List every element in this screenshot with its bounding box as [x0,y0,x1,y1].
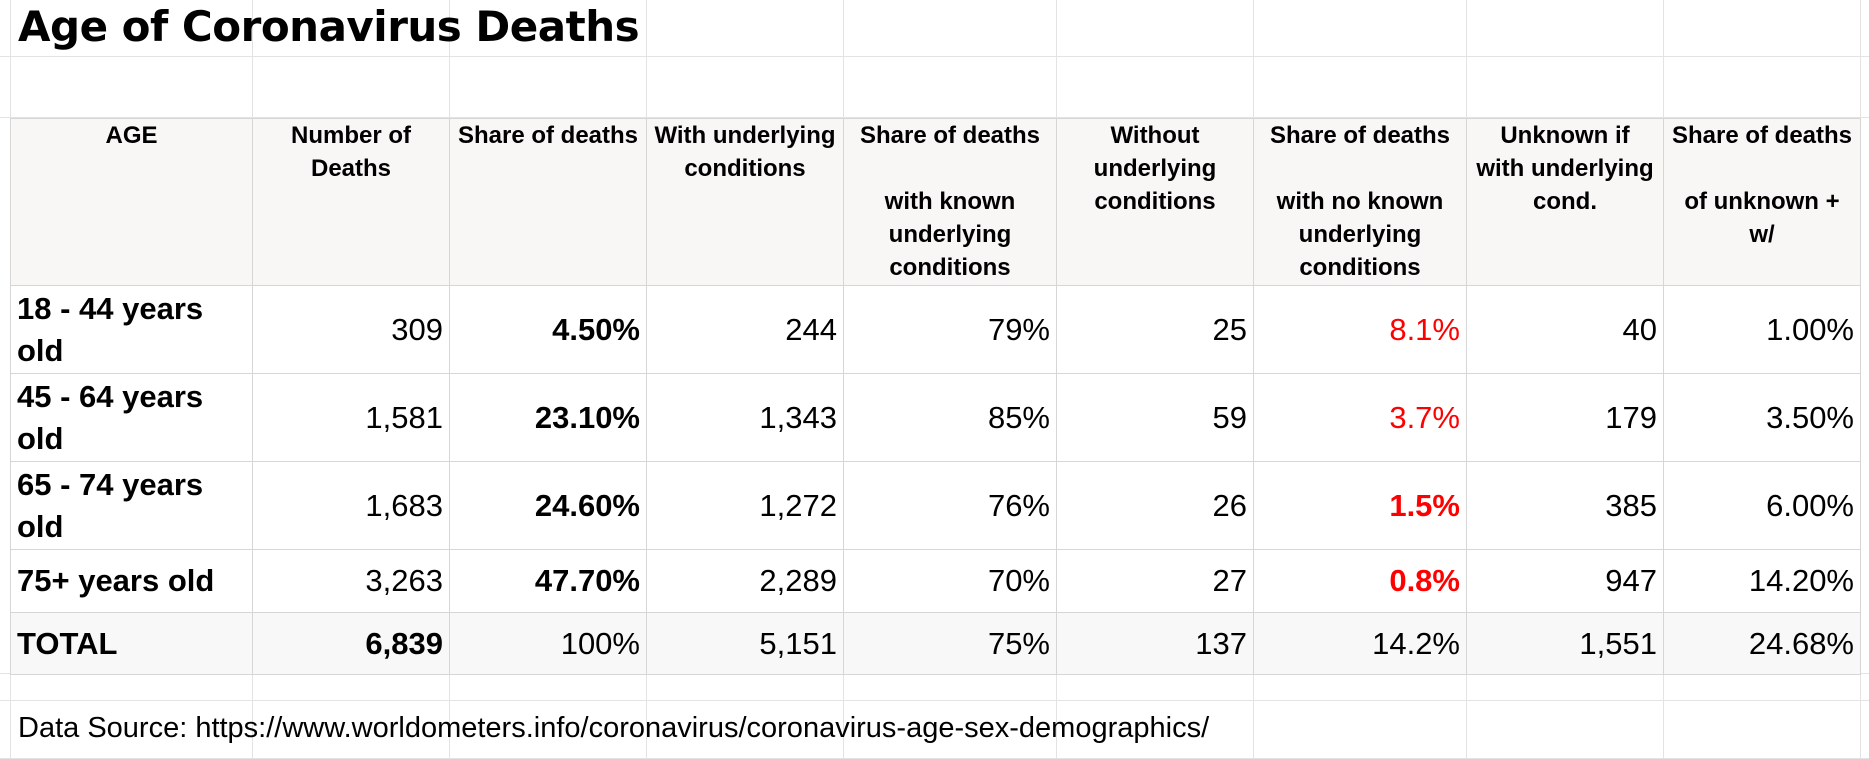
share-known-cell: 79% [843,285,1057,374]
share-known-cell: 70% [843,549,1057,613]
table-row: 45 - 64 years old 1,581 23.10% 1,343 85%… [10,373,1861,462]
share-unknown-cell: 14.20% [1663,549,1861,613]
total-share-known-cell: 75% [843,612,1057,675]
deaths-table: AGE Number of Deaths Share of deaths With… [10,118,1861,675]
header-with-underlying: With underlying conditions [646,118,844,286]
unknown-cell: 179 [1466,373,1664,462]
table-row: 18 - 44 years old 309 4.50% 244 79% 25 8… [10,285,1861,374]
data-source-note: Data Source: https://www.worldometers.in… [18,712,1210,744]
share-no-known-cell: 0.8% [1253,549,1467,613]
unknown-cell: 385 [1466,461,1664,550]
share-no-known-cell: 8.1% [1253,285,1467,374]
share-known-cell: 85% [843,373,1057,462]
with-cond-cell: 244 [646,285,844,374]
header-share-unknown: Share of deaths of unknown + w/ [1663,118,1861,286]
total-share-cell: 100% [449,612,647,675]
table-row: 75+ years old 3,263 47.70% 2,289 70% 27 … [10,549,1861,613]
total-share-no-known-cell: 14.2% [1253,612,1467,675]
header-number-of-deaths: Number of Deaths [252,118,450,286]
share-no-known-cell: 1.5% [1253,461,1467,550]
sheet-title: Age of Coronavirus Deaths [18,2,640,51]
total-with-cond-cell: 5,151 [646,612,844,675]
age-cell: 18 - 44 years old [10,285,253,374]
header-share-no-known: Share of deaths with no known underlying co… [1253,118,1467,286]
age-cell: 65 - 74 years old [10,461,253,550]
share-cell: 23.10% [449,373,647,462]
with-cond-cell: 1,343 [646,373,844,462]
share-unknown-cell: 3.50% [1663,373,1861,462]
deaths-cell: 3,263 [252,549,450,613]
deaths-cell: 1,683 [252,461,450,550]
unknown-cell: 947 [1466,549,1664,613]
total-row: TOTAL 6,839 100% 5,151 75% 137 14.2% 1,5… [10,612,1861,675]
table-row: 65 - 74 years old 1,683 24.60% 1,272 76%… [10,461,1861,550]
without-cond-cell: 26 [1056,461,1254,550]
with-cond-cell: 2,289 [646,549,844,613]
header-age: AGE [10,118,253,286]
unknown-cell: 40 [1466,285,1664,374]
total-unknown-cell: 1,551 [1466,612,1664,675]
deaths-cell: 309 [252,285,450,374]
age-cell: 75+ years old [10,549,253,613]
share-cell: 4.50% [449,285,647,374]
deaths-cell: 1,581 [252,373,450,462]
total-without-cond-cell: 137 [1056,612,1254,675]
share-no-known-cell: 3.7% [1253,373,1467,462]
share-cell: 24.60% [449,461,647,550]
without-cond-cell: 27 [1056,549,1254,613]
without-cond-cell: 25 [1056,285,1254,374]
total-label: TOTAL [10,612,253,675]
total-deaths-cell: 6,839 [252,612,450,675]
header-without-underlying: Without underlying conditions [1056,118,1254,286]
header-unknown-if: Unknown if with underlying cond. [1466,118,1664,286]
header-share-of-deaths: Share of deaths [449,118,647,286]
share-unknown-cell: 6.00% [1663,461,1861,550]
age-cell: 45 - 64 years old [10,373,253,462]
without-cond-cell: 59 [1056,373,1254,462]
with-cond-cell: 1,272 [646,461,844,550]
total-share-unknown-cell: 24.68% [1663,612,1861,675]
header-row: AGE Number of Deaths Share of deaths With… [10,118,1861,286]
share-known-cell: 76% [843,461,1057,550]
share-unknown-cell: 1.00% [1663,285,1861,374]
header-share-known: Share of deaths with known underlying condi… [843,118,1057,286]
share-cell: 47.70% [449,549,647,613]
